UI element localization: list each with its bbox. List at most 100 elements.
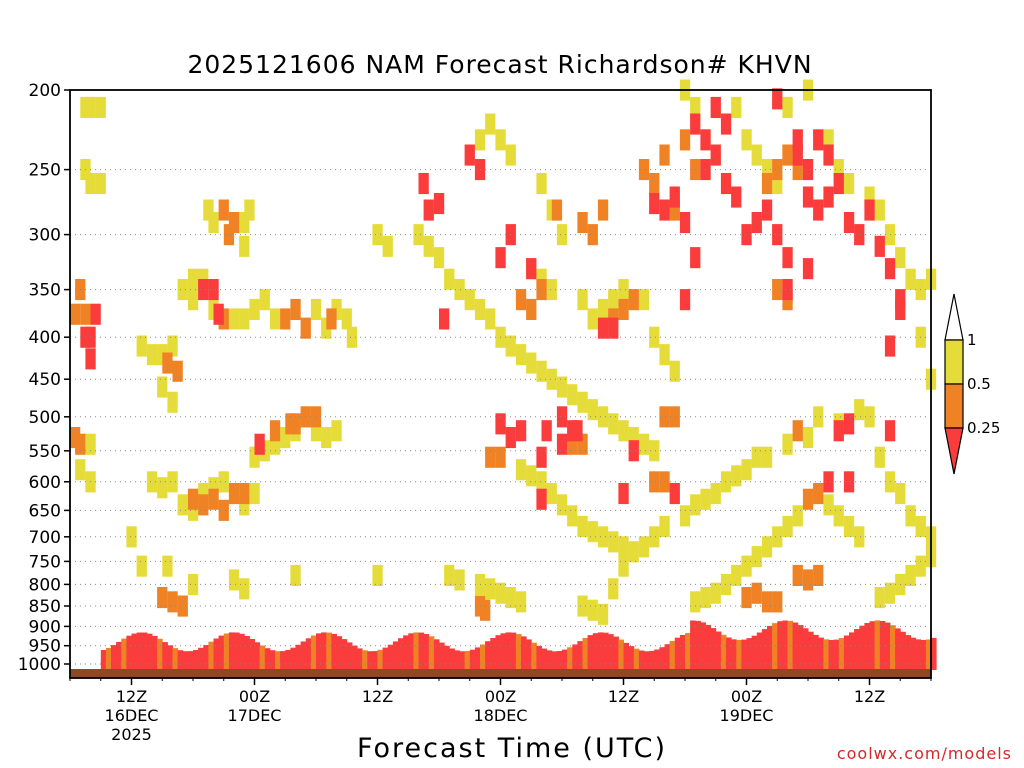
boundary-layer-cell (444, 645, 450, 670)
heatmap-cell (269, 420, 281, 442)
boundary-layer-cell (813, 634, 819, 670)
x-tick-label: 12Z (608, 687, 639, 706)
heatmap-cell (751, 582, 762, 604)
heatmap-cell (792, 420, 803, 442)
heatmap-cell (772, 88, 783, 110)
heatmap-cell (495, 247, 506, 269)
boundary-layer-cell (623, 642, 630, 670)
heatmap-cell (331, 420, 342, 442)
heatmap-cell (659, 406, 670, 428)
heatmap-cell (843, 173, 855, 195)
heatmap-cell (464, 289, 475, 311)
boundary-layer-cell (910, 637, 917, 670)
heatmap-cell (505, 335, 516, 357)
boundary-layer-cell (239, 633, 245, 670)
y-tick-label: 650 (29, 501, 61, 521)
heatmap-cell (228, 569, 240, 591)
boundary-layer-cell (715, 631, 722, 670)
heatmap-cell (802, 258, 814, 280)
colorbar-legend: 1 0.5 0.25 (944, 293, 1000, 475)
boundary-layer-cell (895, 628, 901, 670)
heatmap-cell (669, 406, 680, 428)
boundary-layer-cell (531, 642, 537, 670)
y-tick-label: 550 (29, 442, 61, 462)
heatmap-cell (864, 406, 875, 428)
heatmap-cell (536, 471, 547, 493)
heatmap-cell (157, 477, 168, 499)
heatmap-cell (649, 440, 660, 462)
boundary-layer-cell (700, 622, 706, 670)
heatmap-cell (198, 279, 209, 301)
heatmap-cell (854, 526, 865, 548)
boundary-layer-cell (541, 648, 548, 670)
boundary-layer-cell (152, 635, 158, 670)
heatmap-cell (228, 212, 240, 234)
boundary-layer-cell (280, 651, 286, 670)
boundary-layer-cell (644, 651, 650, 670)
heatmap-cell (628, 440, 639, 462)
heatmap-cell (659, 144, 670, 166)
heatmap-cell (905, 268, 916, 290)
boundary-layer-cell (398, 638, 404, 671)
boundary-layer-cell (603, 632, 609, 670)
heatmap-cell (228, 308, 240, 330)
boundary-layer-cell (269, 650, 276, 670)
heatmap-cell (239, 308, 250, 330)
heatmap-cell (700, 488, 711, 510)
heatmap-cell (628, 427, 639, 449)
heatmap-cell (541, 420, 552, 442)
boundary-layer-cell (459, 651, 466, 671)
heatmap-cell (218, 199, 229, 221)
y-tick-label: 950 (29, 637, 61, 657)
x-tick-label: 12Z (116, 687, 147, 706)
boundary-layer-cell (310, 635, 317, 670)
heatmap-cell (884, 420, 896, 442)
boundary-layer-cell (736, 640, 742, 670)
boundary-layer-cell (838, 638, 845, 670)
legend-swatch (944, 427, 964, 475)
heatmap-cell (761, 536, 773, 558)
boundary-layer-cell (351, 645, 358, 670)
x-tick-label: 17DEC (228, 706, 282, 725)
y-tick-label: 750 (29, 552, 61, 572)
boundary-layer-cell (792, 622, 799, 670)
heatmap-cell (249, 483, 260, 505)
boundary-layer-cell (234, 632, 240, 670)
heatmap-cell (884, 258, 896, 280)
y-axis: 200 250 300 350 400 450 500 550 600 650 700 750 8008… (18, 81, 70, 675)
heatmap-cell (556, 494, 568, 516)
heatmap-cell (802, 159, 814, 181)
heatmap-cell (761, 199, 773, 221)
heatmap-cell (95, 173, 106, 195)
boundary-layer-cell (726, 637, 732, 671)
heatmap-cell (495, 413, 506, 435)
boundary-layer-cell (105, 647, 112, 670)
credit-link[interactable]: coolwx.com/models (836, 744, 1012, 763)
heatmap-cell (505, 587, 516, 609)
heatmap-cell (792, 505, 803, 527)
heatmap-cell (915, 515, 926, 537)
heatmap-cell (597, 603, 609, 625)
heatmap-cell (85, 173, 96, 195)
heatmap-cell (741, 129, 752, 151)
boundary-layer-cell (275, 651, 281, 670)
heatmap-cell (515, 420, 527, 442)
boundary-layer-cell (116, 641, 122, 670)
heatmap-cell (608, 578, 619, 600)
heatmap-cell (85, 348, 96, 370)
heatmap-cell (751, 144, 762, 166)
heatmap-cell (618, 483, 629, 505)
heatmap-cell (638, 536, 650, 558)
heatmap-cell (567, 384, 578, 406)
boundary-layer-cell (797, 625, 804, 670)
boundary-layer-cell (659, 647, 665, 670)
heatmap-cell (884, 335, 896, 357)
y-tick-label: 200 (29, 81, 61, 101)
heatmap-cells (70, 79, 937, 625)
boundary-layer-cell (741, 639, 747, 670)
boundary-layer-cell (157, 638, 163, 670)
boundary-layer-cell (136, 632, 143, 671)
heatmap-cell (577, 595, 588, 617)
heatmap-cell (218, 471, 229, 493)
